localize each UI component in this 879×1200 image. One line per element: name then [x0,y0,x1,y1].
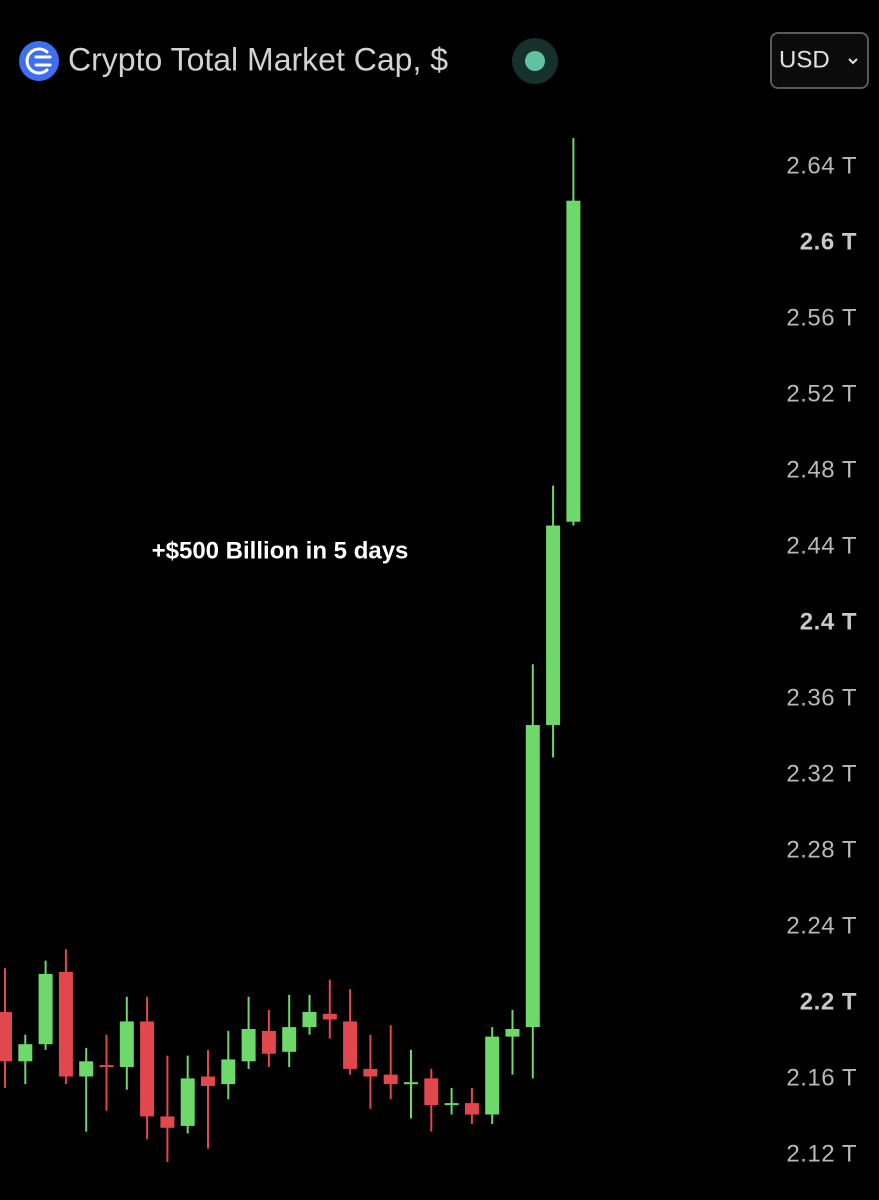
candle-body [160,1116,175,1128]
candle-body [119,1021,134,1068]
y-tick-label: 2.28 T [786,837,857,864]
candle-body [18,1044,33,1062]
candle-body [404,1082,418,1085]
candle-body [0,1011,12,1062]
candle-body [505,1029,520,1037]
y-tick-label: 2.32 T [786,761,857,788]
candle-body [383,1074,398,1085]
chevron[interactable] [848,58,858,65]
y-tick-label: 2.4 T [800,609,857,636]
candle-body [38,973,53,1045]
currency-dropdown[interactable]: USD [770,32,869,89]
y-tick-label: 2.52 T [786,381,857,408]
candle-body [363,1068,378,1077]
dropdown-box[interactable] [770,32,869,89]
logo-glyph [25,47,52,75]
candle-body [485,1036,500,1115]
candle-body [444,1103,459,1106]
candle-body [302,1011,317,1028]
y-tick-label: 2.44 T [786,533,857,560]
y-tick-label: 2.12 T [786,1141,857,1168]
candle-body [566,200,581,522]
y-tick-label: 2.64 T [786,153,857,180]
candle-body [525,725,540,1028]
candle-body [180,1078,195,1126]
candle-body [58,972,73,1077]
y-tick-label: 2.24 T [786,913,857,940]
dropdown-label[interactable]: USD [779,46,830,73]
chart-title: Crypto Total Market Cap, $ [68,41,448,77]
candle-body [282,1027,297,1052]
logo [19,41,59,81]
y-tick-label: 2.6 T [800,229,857,256]
candle-body [261,1030,276,1054]
annotation: +$500 Billion in 5 days [152,537,409,564]
candle-body [140,1021,155,1117]
y-tick-label: 2.56 T [786,305,857,332]
candle-body [241,1029,256,1062]
candle-body [424,1078,439,1106]
status-dot [525,51,545,71]
candle-body [322,1013,337,1020]
y-tick-label: 2.16 T [786,1065,857,1092]
candle-body [201,1076,215,1087]
candle-body [99,1065,114,1068]
y-tick-label: 2.48 T [786,457,857,484]
y-tick-label: 2.36 T [786,685,857,712]
candle-body [464,1103,479,1115]
candle-body [221,1059,236,1085]
candle-body [343,1021,358,1069]
y-tick-label: 2.2 T [800,989,857,1016]
candle-body [546,525,561,726]
candle-body [79,1061,94,1077]
